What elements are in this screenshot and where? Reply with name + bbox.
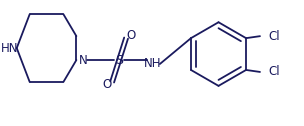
Text: NH: NH bbox=[144, 57, 162, 70]
Text: S: S bbox=[115, 54, 123, 67]
Text: O: O bbox=[126, 29, 136, 42]
Text: Cl: Cl bbox=[268, 65, 280, 78]
Text: N: N bbox=[79, 54, 88, 67]
Text: Cl: Cl bbox=[268, 30, 280, 43]
Text: HN: HN bbox=[1, 42, 19, 55]
Text: O: O bbox=[102, 78, 112, 91]
